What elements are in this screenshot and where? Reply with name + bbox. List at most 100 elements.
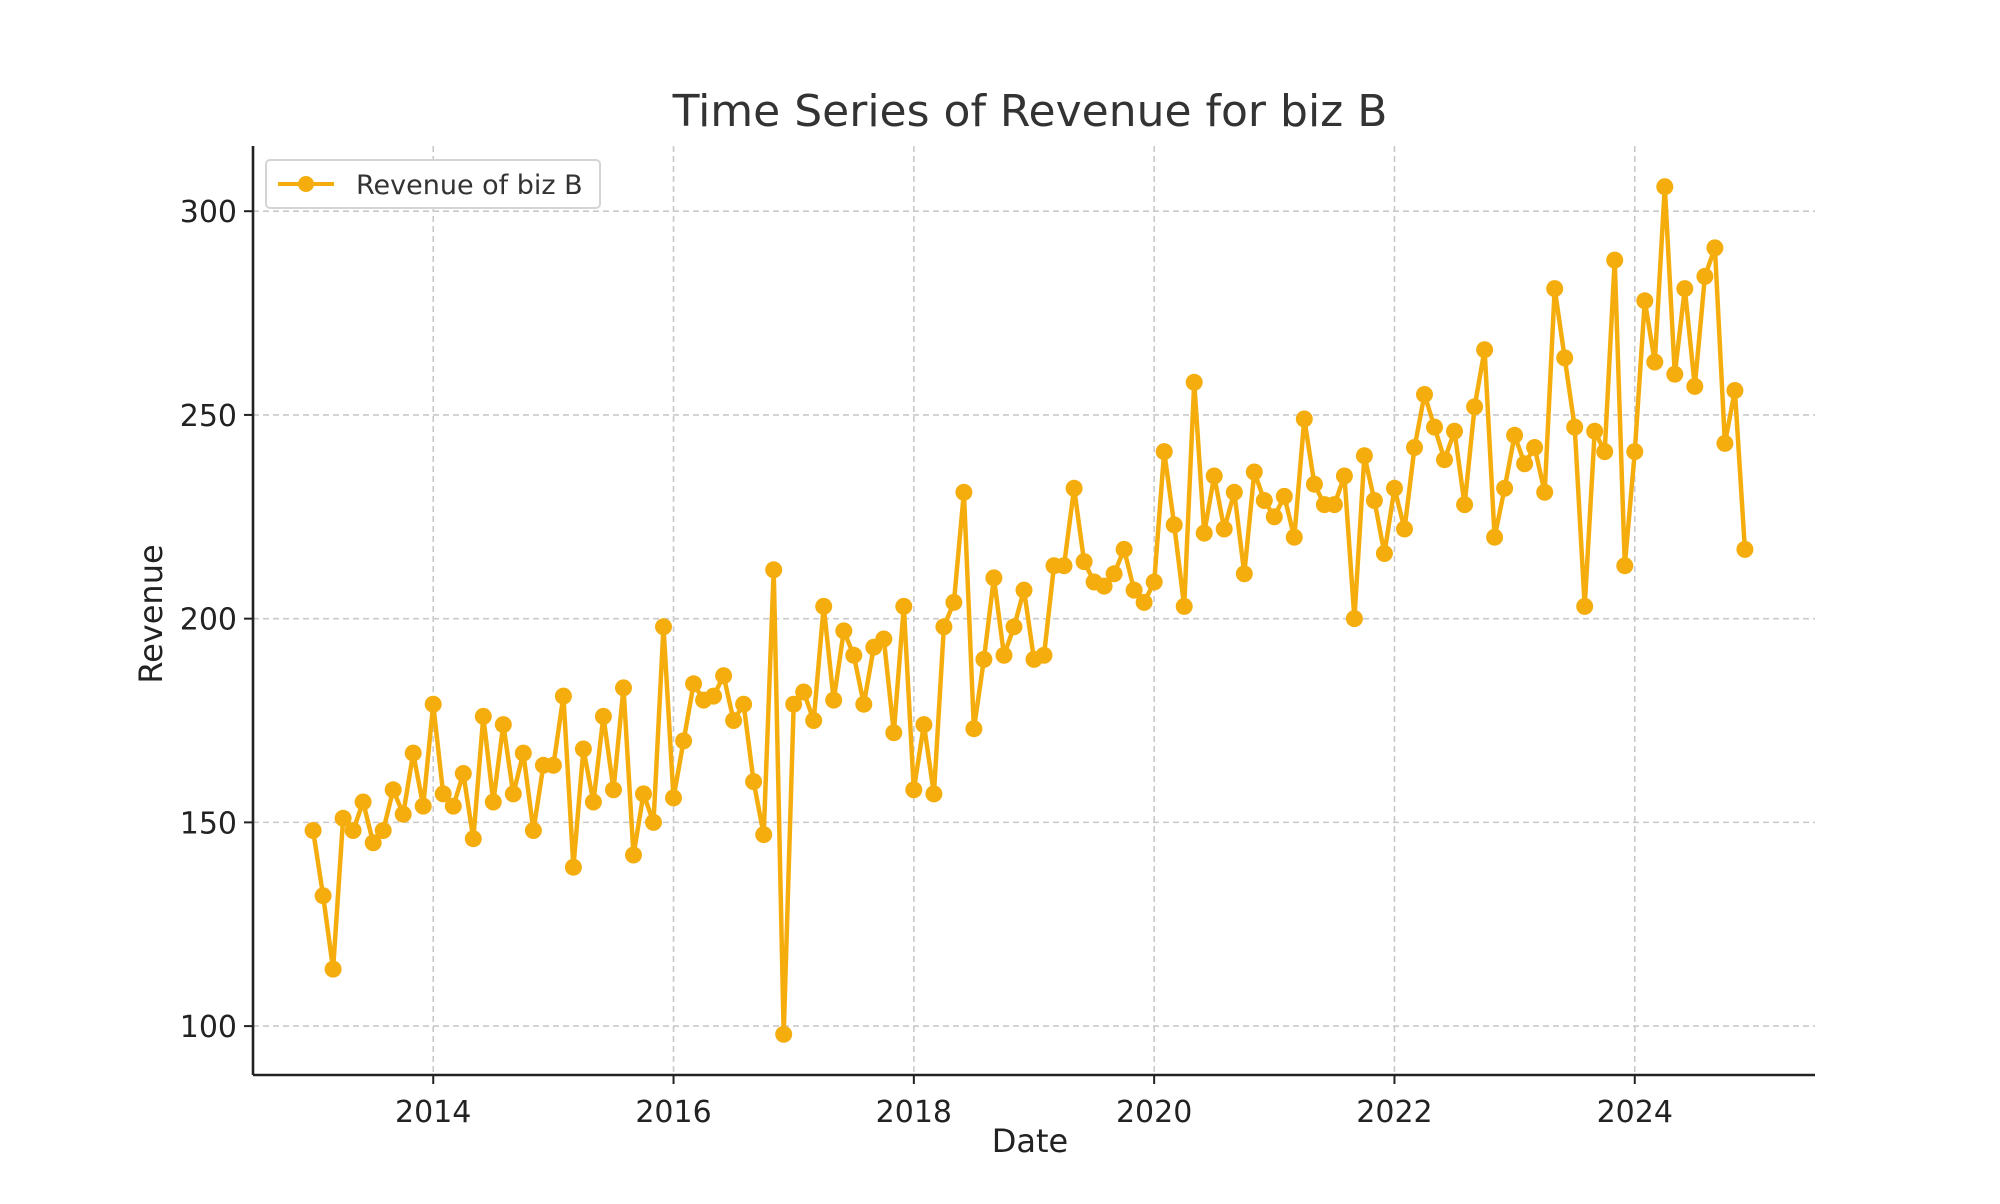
data-point xyxy=(995,646,1013,664)
data-point xyxy=(464,830,482,848)
data-point xyxy=(474,707,492,725)
data-point xyxy=(805,712,823,729)
data-point xyxy=(1596,443,1614,461)
data-point xyxy=(1696,267,1714,285)
data-point xyxy=(745,773,763,791)
data-point xyxy=(1466,398,1484,416)
data-point xyxy=(1606,251,1624,269)
y-tick-label: 300 xyxy=(180,195,237,230)
data-point xyxy=(414,797,432,815)
data-point xyxy=(795,683,813,701)
data-point xyxy=(835,622,853,640)
data-point xyxy=(1365,492,1383,509)
data-point xyxy=(1706,239,1724,257)
data-point xyxy=(424,695,442,713)
data-point xyxy=(304,822,322,839)
x-tick-label: 2014 xyxy=(395,1095,471,1130)
data-point xyxy=(1496,479,1514,497)
data-point xyxy=(715,667,733,685)
y-axis-title: Revenue xyxy=(132,544,170,683)
data-point xyxy=(1195,524,1213,542)
data-point xyxy=(1406,439,1423,456)
data-point xyxy=(925,785,943,803)
data-point xyxy=(434,785,452,803)
data-point xyxy=(1145,573,1163,591)
ticks: 100 150 200 250 300 2014 2016 2018 2020 2022 2024 xyxy=(180,195,1673,1130)
data-point xyxy=(1095,577,1113,595)
data-point xyxy=(1546,280,1564,298)
data-point xyxy=(364,834,382,852)
data-point xyxy=(1275,487,1293,505)
data-point xyxy=(895,597,913,615)
data-point xyxy=(334,809,352,827)
data-point xyxy=(705,687,723,705)
data-point xyxy=(1205,467,1223,485)
data-point xyxy=(765,561,783,579)
data-point xyxy=(484,793,502,811)
data-point xyxy=(1015,581,1033,599)
data-point xyxy=(444,797,462,815)
data-point xyxy=(915,716,933,734)
data-point xyxy=(1636,292,1654,310)
data-point xyxy=(1726,382,1744,399)
data-point xyxy=(685,675,703,693)
data-point xyxy=(1536,483,1554,501)
data-point xyxy=(1165,516,1183,534)
data-point xyxy=(1175,597,1193,615)
data-point xyxy=(504,785,522,803)
data-point xyxy=(1325,496,1343,514)
chart-title: Time Series of Revenue for biz B xyxy=(672,86,1388,137)
data-point xyxy=(1075,553,1093,571)
data-point xyxy=(1476,341,1494,359)
data-point xyxy=(1646,353,1664,371)
data-point xyxy=(945,593,963,611)
data-point xyxy=(985,569,1003,587)
data-point xyxy=(655,618,672,636)
data-point xyxy=(1426,418,1443,436)
axes xyxy=(251,146,1815,1077)
data-point xyxy=(1666,365,1684,383)
y-tick-label: 250 xyxy=(180,399,237,434)
data-point xyxy=(1345,610,1363,628)
data-point xyxy=(1295,410,1313,428)
data-point xyxy=(1005,618,1023,636)
data-point xyxy=(875,630,893,648)
data-point xyxy=(1736,540,1754,558)
data-point xyxy=(645,813,662,831)
data-point xyxy=(905,781,923,799)
data-point xyxy=(1656,178,1674,196)
data-point xyxy=(815,597,833,615)
data-point xyxy=(344,822,362,839)
data-point xyxy=(735,695,753,713)
data-point xyxy=(1305,475,1323,493)
data-point xyxy=(1215,520,1233,538)
data-point xyxy=(1396,520,1413,538)
data-point xyxy=(1255,492,1273,509)
data-point xyxy=(935,618,953,636)
data-point xyxy=(1035,646,1053,664)
data-point xyxy=(394,805,412,823)
data-point xyxy=(384,781,402,799)
data-point xyxy=(1285,528,1303,546)
data-point xyxy=(1616,557,1634,575)
data-point xyxy=(1416,386,1433,403)
data-point xyxy=(975,650,993,668)
data-point xyxy=(404,744,422,762)
grid xyxy=(253,146,1815,1075)
legend-label: Revenue of biz B xyxy=(356,170,583,201)
data-point xyxy=(1586,422,1604,440)
data-point xyxy=(625,846,642,864)
data-point xyxy=(615,679,632,697)
data-point xyxy=(725,712,743,729)
data-point xyxy=(584,793,602,811)
data-point xyxy=(1556,349,1574,367)
data-point xyxy=(514,744,532,762)
data-point xyxy=(1265,508,1283,526)
data-point xyxy=(1155,443,1173,461)
data-point xyxy=(1716,434,1734,452)
data-point xyxy=(314,887,332,905)
data-point xyxy=(374,822,392,839)
data-point xyxy=(1105,565,1123,583)
data-point xyxy=(1065,479,1083,497)
